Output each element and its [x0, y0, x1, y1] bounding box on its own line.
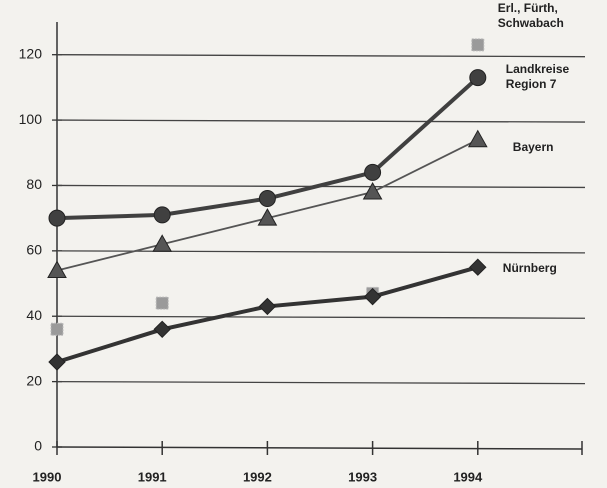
y-tick-label: 40 [26, 307, 42, 323]
grid-line [56, 119, 586, 123]
y-tick-label: 80 [26, 176, 42, 192]
y-tick-label: 20 [26, 372, 42, 388]
x-tick-label: 1994 [453, 469, 483, 484]
grid-line [56, 250, 586, 254]
point [257, 208, 278, 226]
point [258, 297, 277, 316]
point [155, 296, 169, 310]
grid-line [56, 380, 586, 385]
point [153, 206, 171, 224]
y-tick-label: 120 [19, 45, 43, 61]
x-tick-label: 1990 [33, 469, 62, 484]
point [47, 260, 67, 278]
x-tick-label: 1992 [243, 469, 272, 484]
series-label: Nürnberg [502, 261, 557, 276]
series-label: Erl., Fürth, Schwabach [497, 0, 564, 30]
point [363, 287, 382, 306]
series-label: Bayern [512, 139, 554, 154]
point [48, 353, 66, 371]
y-tick-label: 100 [19, 111, 43, 127]
point [467, 129, 488, 148]
x-tick-label: 1993 [348, 469, 377, 484]
point [364, 163, 382, 181]
y-tick-label: 0 [34, 438, 42, 454]
x-tick-label: 1991 [138, 469, 167, 484]
point [48, 209, 66, 227]
point [258, 190, 276, 208]
point [469, 69, 487, 87]
grid-line [56, 315, 586, 319]
series-label: Landkreise Region 7 [505, 61, 570, 91]
x-axis [56, 446, 583, 450]
point [152, 234, 173, 252]
point [362, 181, 383, 200]
point [153, 320, 171, 339]
point [469, 258, 487, 276]
point [471, 38, 485, 52]
grid-line [56, 54, 586, 58]
point [50, 322, 64, 336]
y-tick-label: 60 [26, 242, 42, 258]
